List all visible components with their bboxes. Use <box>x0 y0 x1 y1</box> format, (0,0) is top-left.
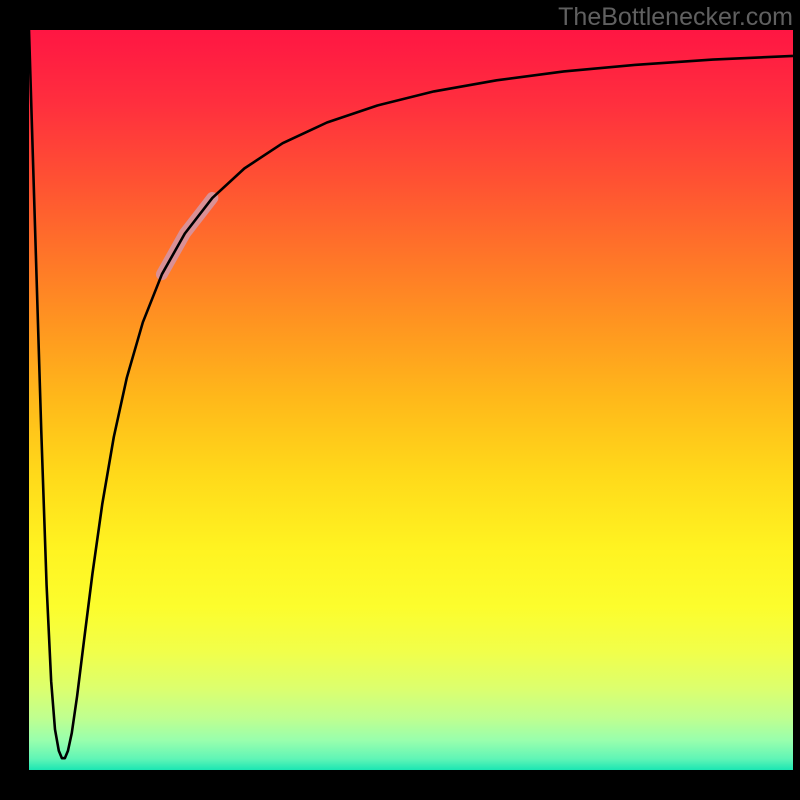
chart-canvas: TheBottlenecker.com <box>0 0 800 800</box>
bottleneck-curve <box>29 30 793 758</box>
plot-area <box>29 30 793 770</box>
curve-layer <box>29 30 793 770</box>
watermark-text: TheBottlenecker.com <box>558 3 793 32</box>
